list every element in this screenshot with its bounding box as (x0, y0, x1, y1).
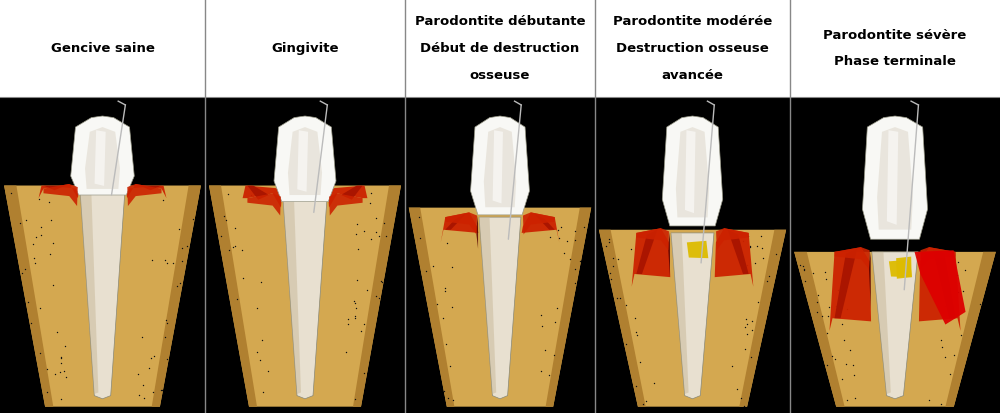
Polygon shape (152, 185, 201, 407)
Polygon shape (4, 185, 201, 407)
Polygon shape (288, 127, 322, 195)
Polygon shape (671, 233, 689, 394)
Polygon shape (39, 184, 79, 198)
Polygon shape (283, 198, 327, 399)
Polygon shape (247, 193, 281, 216)
Polygon shape (862, 116, 928, 239)
Polygon shape (209, 185, 257, 407)
Polygon shape (95, 130, 106, 186)
Polygon shape (636, 228, 669, 250)
Polygon shape (471, 116, 529, 215)
Polygon shape (493, 130, 503, 204)
Polygon shape (341, 185, 363, 200)
Polygon shape (933, 249, 955, 318)
Polygon shape (920, 247, 955, 269)
Text: Gingivite: Gingivite (271, 42, 339, 55)
Polygon shape (869, 250, 871, 309)
Polygon shape (274, 116, 336, 202)
Polygon shape (479, 217, 496, 394)
Polygon shape (283, 198, 301, 394)
Polygon shape (599, 230, 646, 407)
Polygon shape (835, 249, 857, 318)
Polygon shape (476, 216, 478, 249)
Polygon shape (636, 230, 657, 274)
Polygon shape (671, 233, 714, 399)
Polygon shape (209, 185, 401, 407)
Text: Parodontite sévère: Parodontite sévère (823, 28, 967, 42)
Polygon shape (43, 184, 78, 206)
Polygon shape (80, 189, 125, 399)
Polygon shape (794, 252, 845, 407)
Bar (0, 97, 1000, 413)
Polygon shape (329, 193, 363, 216)
Polygon shape (685, 130, 696, 213)
Polygon shape (728, 230, 749, 274)
Polygon shape (139, 185, 162, 190)
Polygon shape (243, 185, 282, 208)
Polygon shape (945, 252, 996, 407)
Polygon shape (889, 260, 912, 277)
Polygon shape (919, 247, 961, 331)
Polygon shape (829, 247, 871, 331)
Polygon shape (887, 130, 898, 225)
Polygon shape (632, 228, 670, 287)
Polygon shape (409, 208, 591, 407)
Polygon shape (872, 252, 891, 394)
Polygon shape (915, 250, 966, 325)
Polygon shape (835, 247, 870, 269)
Polygon shape (739, 230, 786, 407)
Polygon shape (546, 208, 591, 407)
Polygon shape (247, 185, 269, 200)
Polygon shape (445, 214, 466, 230)
Polygon shape (715, 228, 753, 287)
Polygon shape (523, 212, 555, 235)
Polygon shape (409, 208, 454, 407)
Polygon shape (80, 189, 98, 394)
Polygon shape (877, 127, 913, 230)
Polygon shape (794, 252, 996, 407)
Bar (0, 0, 1000, 97)
Text: Début de destruction: Début de destruction (420, 42, 580, 55)
Polygon shape (71, 116, 134, 195)
Polygon shape (896, 256, 912, 279)
Polygon shape (484, 127, 516, 207)
Text: Phase terminale: Phase terminale (834, 55, 956, 69)
Polygon shape (441, 212, 478, 242)
Polygon shape (353, 185, 401, 407)
Text: Parodontite débutante: Parodontite débutante (415, 15, 585, 28)
Polygon shape (85, 127, 120, 189)
Polygon shape (534, 214, 555, 230)
Polygon shape (676, 127, 709, 217)
Polygon shape (662, 116, 723, 226)
Polygon shape (43, 185, 66, 190)
Polygon shape (4, 185, 53, 407)
Polygon shape (599, 230, 786, 407)
Polygon shape (328, 185, 367, 208)
Text: Destruction osseuse: Destruction osseuse (616, 42, 769, 55)
Text: avancée: avancée (662, 69, 723, 82)
Polygon shape (127, 184, 162, 206)
Polygon shape (687, 241, 708, 258)
Text: osseuse: osseuse (470, 69, 530, 82)
Polygon shape (522, 212, 559, 242)
Polygon shape (445, 212, 477, 235)
Polygon shape (872, 252, 918, 399)
Text: Parodontite modérée: Parodontite modérée (613, 15, 772, 28)
Text: Gencive saine: Gencive saine (51, 42, 154, 55)
Polygon shape (297, 130, 308, 192)
Polygon shape (668, 231, 670, 277)
Polygon shape (126, 184, 166, 198)
Polygon shape (479, 217, 521, 399)
Polygon shape (716, 228, 749, 250)
